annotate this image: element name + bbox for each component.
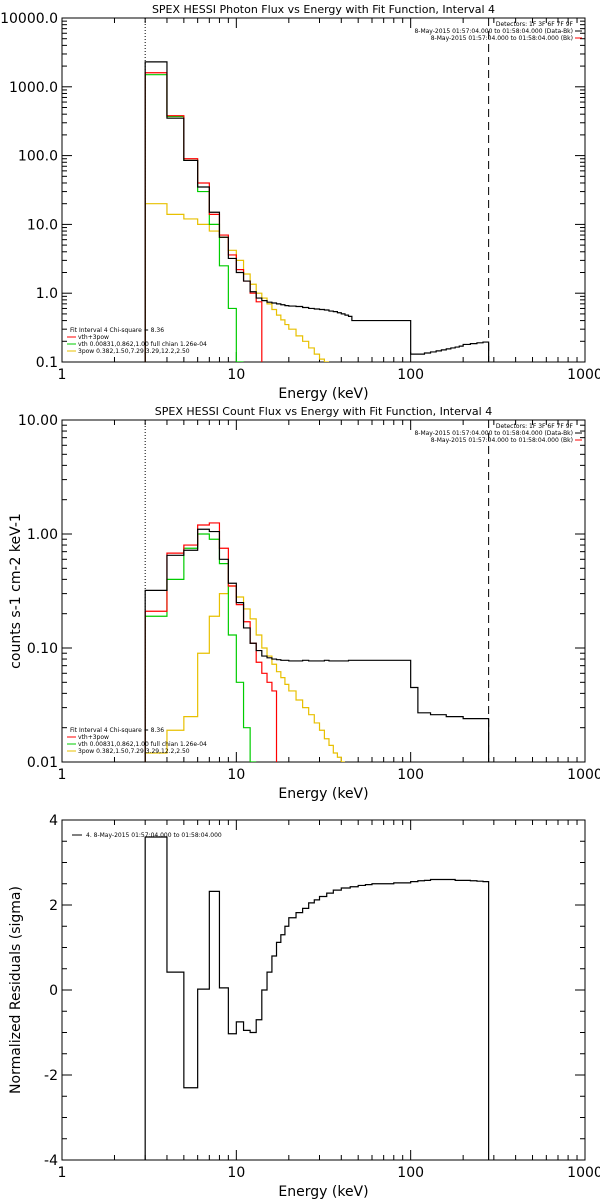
legend-entry: 3pow 0.382,1.50,7.29,3.29,12.2,2.50 xyxy=(78,748,190,755)
legend-entry: 3pow 0.382,1.50,7.29,3.29,12.2,2.50 xyxy=(78,348,190,355)
legend-entry: vth+3pow xyxy=(78,334,109,341)
y-tick-label: 2 xyxy=(49,898,58,914)
chart-title: SPEX HESSI Photon Flux vs Energy with Fi… xyxy=(152,3,495,16)
y-tick-label: -2 xyxy=(44,1068,58,1084)
x-tick-label: 1000 xyxy=(567,1165,600,1181)
panel-3: 1 10 100 1000 -4 -2 0 2 4 Energy (keV) Normalized … xyxy=(8,813,600,1200)
plot-frame xyxy=(61,419,586,763)
detector-info-line: Detectors: 1F 3F 6F 7F 9F xyxy=(496,21,574,28)
x-tick-label: 100 xyxy=(397,367,424,383)
y-tick-label: 10.0 xyxy=(27,217,58,233)
plot-frame xyxy=(61,819,586,1161)
y-tick-label: 0 xyxy=(49,983,58,999)
detector-info-line: Detectors: 1F 3F 6F 7F 9F xyxy=(496,423,574,430)
x-axis-label: Energy (keV) xyxy=(278,786,368,802)
series-4-8-may-2015-01-57-04-000-to-01-58-04-000 xyxy=(144,836,490,1160)
legend-entry: vth 0.00831,0.862,1.00 full chian 1.26e-… xyxy=(78,341,207,348)
x-tick-label: 1 xyxy=(58,767,67,783)
legend-entry: 4. 8-May-2015 01:57:04.000 to 01:58:04.0… xyxy=(86,832,222,839)
y-tick-label: 10000.0 xyxy=(0,11,58,27)
series-3pow xyxy=(144,585,345,762)
series-vth xyxy=(144,74,244,362)
chart-title: SPEX HESSI Count Flux vs Energy with Fit… xyxy=(155,405,492,418)
series-data-bk xyxy=(144,528,490,762)
series-group xyxy=(144,61,490,362)
x-tick-label: 10 xyxy=(227,1165,245,1181)
x-tick-label: 1000 xyxy=(567,367,600,383)
series-group xyxy=(144,836,490,1160)
y-tick-label: -4 xyxy=(44,1153,58,1169)
x-tick-label: 1000 xyxy=(567,767,600,783)
y-tick-label: 100.0 xyxy=(18,149,58,165)
series-data-bk xyxy=(144,61,490,362)
y-tick-label: 10.00 xyxy=(18,413,58,429)
series-3pow xyxy=(144,203,329,362)
detector-info-line: 8-May-2015 01:57:04.000 to 01:58:04.000 … xyxy=(414,28,573,35)
y-axis-label: Normalized Residuals (sigma) xyxy=(8,886,24,1094)
legend-entry: Fit Interval 4 Chi-square = 8.36 xyxy=(70,327,164,334)
x-tick-label: 1 xyxy=(58,367,67,383)
x-axis-label: Energy (keV) xyxy=(278,386,368,402)
y-tick-label: 1.00 xyxy=(27,527,58,543)
detector-info-line: 8-May-2015 01:57:04.000 to 01:58:04.000 … xyxy=(414,430,573,437)
y-tick-label: 0.01 xyxy=(27,755,58,771)
x-tick-label: 1 xyxy=(58,1165,67,1181)
panel-1: SPEX HESSI Photon Flux vs Energy with Fi… xyxy=(0,3,600,402)
plot-frame xyxy=(61,17,586,363)
detector-info-line: 8-May-2015 01:57:04.000 to 01:58:04.000 … xyxy=(431,437,573,444)
x-tick-label: 100 xyxy=(397,767,424,783)
x-tick-label: 10 xyxy=(227,367,245,383)
series-group xyxy=(144,522,490,762)
series-vth xyxy=(144,533,257,762)
y-tick-label: 0.10 xyxy=(27,641,58,657)
series-vth-3pow xyxy=(144,72,263,362)
y-tick-label: 4 xyxy=(49,813,58,829)
legend-entry: vth 0.00831,0.862,1.00 full chian 1.26e-… xyxy=(78,741,207,748)
legend-entry: Fit Interval 4 Chi-square = 8.36 xyxy=(70,727,164,734)
detector-info-line: 8-May-2015 01:57:04.000 to 01:58:04.000 … xyxy=(431,35,573,42)
x-tick-label: 10 xyxy=(227,767,245,783)
legend-entry: vth+3pow xyxy=(78,734,109,741)
x-axis-label: Energy (keV) xyxy=(278,1184,368,1200)
y-tick-label: 1000.0 xyxy=(9,80,58,96)
panel-2: SPEX HESSI Count Flux vs Energy with Fit… xyxy=(8,405,600,802)
y-tick-label: 0.1 xyxy=(36,355,58,371)
x-tick-label: 100 xyxy=(397,1165,424,1181)
series-vth-3pow xyxy=(144,522,278,762)
y-tick-label: 1.0 xyxy=(36,286,58,302)
y-axis-label: counts s-1 cm-2 keV-1 xyxy=(8,513,24,669)
